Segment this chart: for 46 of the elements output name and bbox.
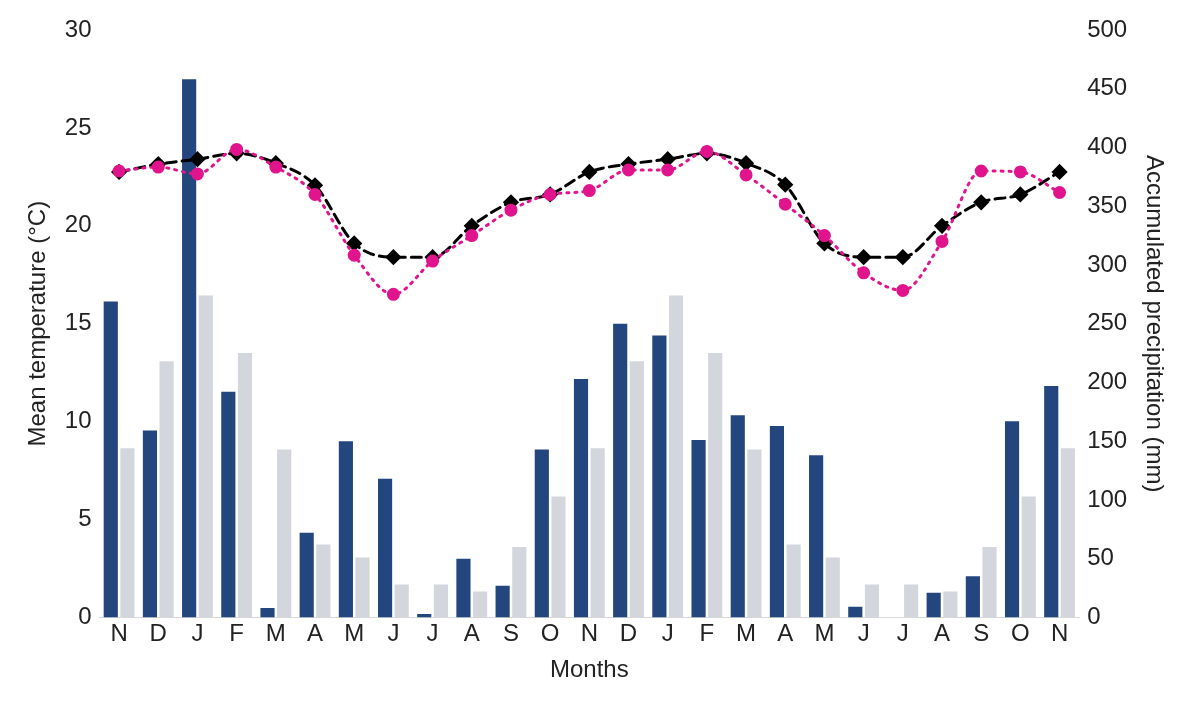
x-tick-label: M [814,619,835,647]
y2-tick-label: 200 [1087,367,1128,395]
y2-tick-label: 400 [1087,132,1128,160]
x-tick-label: F [699,619,715,647]
x-tick-label: O [540,619,560,647]
y-tick-label: 25 [64,112,92,140]
y2-axis-title: Accumulated precipitation (mm) [1141,154,1169,493]
x-tick-label: J [387,619,400,647]
x-tick-label: J [661,619,674,647]
x-tick-label: J [857,619,870,647]
x-tick-label: J [191,619,204,647]
x-tick-label: N [110,619,128,647]
y-tick-label: 20 [64,210,92,238]
y2-tick-label: 0 [1087,602,1101,630]
x-axis-title: Months [549,655,629,683]
x-tick-label: M [265,619,286,647]
x-tick-label: A [463,619,480,647]
y2-tick-label: 450 [1087,73,1128,101]
x-tick-label: D [619,619,638,647]
x-tick-label: D [149,619,167,647]
x-tick-label: M [344,619,365,647]
y-tick-label: 30 [64,14,92,42]
y-tick-label: 10 [64,406,92,434]
y-tick-label: 15 [64,308,92,336]
x-tick-label: J [896,619,909,647]
x-tick-label: S [973,619,990,647]
y2-tick-label: 300 [1087,249,1128,277]
x-tick-label: A [934,619,951,647]
x-tick-label: A [777,619,794,647]
x-tick-label: A [307,619,324,647]
x-tick-label: N [1050,619,1069,647]
y-tick-label: 0 [78,602,92,630]
y2-tick-label: 500 [1087,14,1128,42]
x-tick-label: N [580,619,598,647]
y2-tick-label: 100 [1087,484,1128,512]
y2-tick-label: 350 [1087,190,1128,218]
y2-tick-label: 150 [1087,425,1128,453]
x-tick-label: J [426,619,439,647]
x-tick-label: F [229,619,244,647]
y2-tick-label: 50 [1087,543,1114,571]
y-axis-title: Mean temperature (°C) [23,200,51,447]
y2-tick-label: 250 [1087,308,1128,336]
x-tick-label: S [502,619,519,647]
x-tick-label: M [736,619,757,647]
x-tick-label: O [1011,619,1030,647]
y-tick-label: 5 [78,504,92,532]
